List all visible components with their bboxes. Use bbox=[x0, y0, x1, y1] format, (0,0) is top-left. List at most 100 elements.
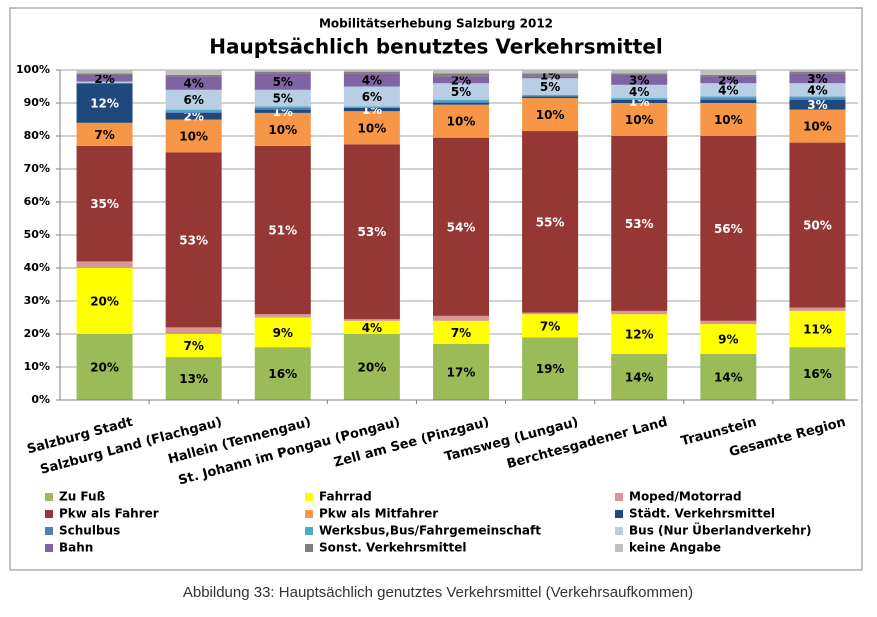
bar-segment bbox=[611, 84, 668, 99]
bar-segment bbox=[165, 111, 222, 113]
value-label: 12% bbox=[90, 97, 119, 111]
bar-segment bbox=[611, 136, 668, 311]
value-label: 16% bbox=[803, 367, 832, 381]
legend-label: Pkw als Mitfahrer bbox=[319, 507, 438, 521]
bar-segment bbox=[522, 312, 579, 315]
value-label: 10% bbox=[268, 123, 297, 137]
legend-label: Pkw als Fahrer bbox=[59, 507, 159, 521]
bar-segment bbox=[76, 145, 133, 262]
y-tick-label: 40% bbox=[24, 261, 50, 274]
bar-segment bbox=[254, 71, 311, 74]
bar-segment bbox=[433, 76, 489, 84]
bar-segment bbox=[611, 74, 668, 85]
value-label: 10% bbox=[803, 120, 832, 134]
bar-segment bbox=[700, 136, 757, 321]
bar-segment bbox=[165, 357, 222, 400]
y-tick-label: 90% bbox=[24, 96, 50, 109]
value-label: 6% bbox=[183, 93, 203, 107]
y-tick-label: 70% bbox=[24, 162, 50, 175]
bar-segment bbox=[343, 111, 400, 145]
bar-segment bbox=[254, 314, 311, 318]
bar-segment bbox=[700, 70, 757, 75]
y-tick-label: 80% bbox=[24, 129, 50, 142]
bar-segment bbox=[343, 73, 400, 87]
bar-segment bbox=[254, 317, 311, 348]
bar-segment bbox=[522, 131, 579, 313]
legend-label: Moped/Motorrad bbox=[629, 490, 742, 504]
y-tick-label: 60% bbox=[24, 195, 50, 208]
bar-segment bbox=[433, 73, 489, 77]
value-label: 16% bbox=[268, 367, 297, 381]
bar-segment bbox=[433, 104, 489, 138]
bar-segment bbox=[611, 70, 668, 74]
bar-segment bbox=[76, 73, 133, 75]
bar-segment bbox=[433, 320, 489, 344]
value-label: 3% bbox=[807, 98, 827, 112]
value-label: 2% bbox=[451, 73, 471, 87]
value-label: 2% bbox=[718, 73, 738, 87]
bar-segment bbox=[433, 315, 489, 321]
value-label: 5% bbox=[540, 80, 560, 94]
legend-label: Werksbus,Bus/Fahrgemeinschaft bbox=[319, 524, 541, 538]
bar-segment bbox=[433, 70, 489, 74]
value-label: 19% bbox=[536, 362, 565, 376]
bar-segment bbox=[789, 71, 846, 74]
value-label: 12% bbox=[625, 328, 654, 342]
bar-segment bbox=[433, 99, 489, 102]
bar-segment bbox=[76, 70, 133, 74]
bar-segment bbox=[433, 83, 489, 100]
bar-segment bbox=[700, 83, 757, 97]
bar-segment bbox=[165, 112, 222, 120]
bar-segment bbox=[254, 106, 311, 108]
value-label: 3% bbox=[629, 73, 649, 87]
bar-segment bbox=[700, 74, 757, 77]
bar-segment bbox=[254, 347, 311, 400]
value-label: 4% bbox=[718, 83, 738, 97]
bar-segment bbox=[165, 152, 222, 328]
bar-segment bbox=[76, 74, 133, 82]
legend-swatch bbox=[45, 493, 53, 501]
legend-label: Zu Fuß bbox=[59, 490, 106, 504]
bar-segment bbox=[165, 70, 222, 75]
bar-segment bbox=[522, 337, 579, 400]
bar-segment bbox=[343, 334, 400, 400]
value-label: 20% bbox=[358, 361, 387, 375]
bar-segment bbox=[789, 307, 846, 311]
legend-swatch bbox=[615, 544, 623, 552]
value-label: 54% bbox=[447, 220, 476, 234]
y-tick-label: 50% bbox=[24, 228, 50, 241]
bar-segment bbox=[789, 109, 846, 143]
bar-segment bbox=[254, 109, 311, 113]
bar-segment bbox=[789, 347, 846, 400]
bar-segment bbox=[343, 320, 400, 334]
bar-segment bbox=[611, 98, 668, 100]
y-tick-label: 20% bbox=[24, 327, 50, 340]
bar-segment bbox=[700, 96, 757, 99]
bar-segment bbox=[343, 71, 400, 74]
value-label: 9% bbox=[273, 326, 293, 340]
legend-label: Bahn bbox=[59, 541, 93, 555]
value-label: 2% bbox=[94, 72, 114, 86]
legend-swatch bbox=[615, 493, 623, 501]
value-label: 53% bbox=[358, 225, 387, 239]
bar-segment bbox=[254, 70, 311, 72]
bar-segment bbox=[522, 314, 579, 338]
bar-segment bbox=[522, 94, 579, 97]
bar-segment bbox=[789, 99, 846, 110]
bar-segment bbox=[165, 119, 222, 153]
value-label: 14% bbox=[625, 370, 654, 384]
bar-segment bbox=[433, 101, 489, 103]
value-label: 11% bbox=[803, 323, 832, 337]
legend-swatch bbox=[305, 544, 313, 552]
chart-subtitle: Mobilitätserhebung Salzburg 2012 bbox=[319, 17, 553, 31]
bar-segment bbox=[611, 103, 668, 136]
legend-swatch bbox=[45, 544, 53, 552]
value-label: 10% bbox=[714, 113, 743, 127]
bar-segment bbox=[433, 137, 489, 316]
bar-segment bbox=[522, 76, 579, 79]
value-label: 5% bbox=[273, 92, 293, 106]
bar-segment bbox=[343, 107, 400, 112]
value-label: 7% bbox=[540, 319, 560, 333]
bar-segment bbox=[789, 70, 846, 72]
bar-segment bbox=[343, 106, 400, 108]
